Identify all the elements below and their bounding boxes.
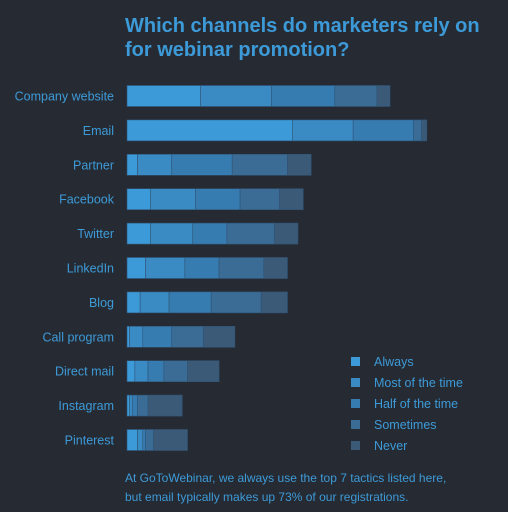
category-label: Twitter: [77, 227, 114, 241]
bar-segment: [126, 188, 151, 210]
bar-segment: [126, 360, 136, 383]
legend-item: Always: [351, 351, 463, 372]
footer-line-1: At GoToWebinar, we always use the top 7 …: [125, 471, 447, 485]
bar-segment: [271, 85, 336, 107]
bar-segment: [171, 154, 233, 176]
bar-segment: [210, 291, 262, 314]
category-label: Company website: [15, 90, 114, 104]
legend: Always Most of the time Half of the time So…: [351, 351, 463, 456]
bar-segment: [263, 257, 288, 279]
bar-segment: [142, 429, 146, 451]
bar-segment: [126, 257, 146, 279]
bar-segment: [126, 429, 138, 451]
bar-segment: [334, 85, 378, 107]
bar-segment: [126, 154, 138, 176]
bar-segment: [192, 222, 228, 245]
chart-title-line-1: Which channels do marketers rely on: [125, 15, 480, 37]
legend-item: Never: [351, 435, 463, 456]
bar-segment: [147, 360, 165, 383]
legend-swatch: [351, 399, 360, 408]
category-label: Facebook: [59, 193, 115, 207]
bar-segment: [150, 188, 196, 210]
bar-segment: [129, 325, 144, 348]
chart-title: Which channels do marketers rely on for …: [125, 14, 495, 62]
legend-label: Always: [374, 354, 414, 369]
category-label: Blog: [89, 296, 114, 310]
category-label: Pinterest: [65, 434, 115, 448]
bar-segment: [145, 257, 186, 279]
legend-item: Sometimes: [351, 414, 463, 435]
bar-segment: [273, 222, 299, 245]
footer-line-2: but email typically makes up 73% of our …: [125, 490, 409, 504]
legend-item: Half of the time: [351, 393, 463, 414]
bar-segment: [126, 119, 293, 142]
bar-segment: [142, 325, 173, 348]
bar-segment: [126, 291, 141, 314]
chart-title-line-2: for webinar promotion?: [125, 39, 350, 61]
legend-label: Half of the time: [374, 396, 459, 411]
legend-swatch: [351, 357, 360, 366]
bar-segment: [126, 394, 130, 417]
category-label: Email: [83, 124, 114, 138]
bar-segment: [129, 394, 133, 417]
bar-segment: [292, 119, 354, 142]
bar-segment: [126, 85, 201, 107]
bar-segment: [131, 394, 138, 417]
bar-segment: [184, 257, 220, 279]
category-label: LinkedIn: [67, 262, 114, 276]
bar-segment: [231, 154, 288, 176]
bar-segment: [218, 257, 265, 279]
stacked-bar-chart: Company website Email Partner Facebook Twitt…: [15, 85, 428, 451]
bar-segment: [187, 360, 220, 383]
bar-segment: [287, 154, 312, 176]
bar-segment: [147, 394, 183, 417]
bar-segment: [352, 119, 414, 142]
bar-segment: [139, 291, 170, 314]
bar-segment: [153, 429, 188, 451]
category-label: Instagram: [58, 399, 114, 413]
category-labels: Company website Email Partner Facebook Twitt…: [15, 90, 115, 448]
legend-swatch: [351, 378, 360, 387]
bar-segment: [239, 188, 280, 210]
bar-segment: [413, 119, 422, 142]
bar-segment: [168, 291, 212, 314]
bar-segment: [145, 429, 154, 451]
legend-swatch: [351, 420, 360, 429]
category-label: Direct mail: [55, 365, 114, 379]
bar-segment: [126, 222, 151, 245]
bar-segment: [376, 85, 391, 107]
legend-label: Most of the time: [374, 375, 463, 390]
bar-segment: [150, 222, 194, 245]
bar-segment: [171, 325, 204, 348]
category-label: Call program: [42, 330, 114, 344]
bar-segment: [202, 325, 236, 348]
bar-segment: [421, 119, 428, 142]
bar-segment: [163, 360, 188, 383]
legend-swatch: [351, 441, 360, 450]
legend-label: Never: [374, 438, 408, 453]
bar-segment: [200, 85, 272, 107]
bar-segment: [226, 222, 275, 245]
bar-segment: [195, 188, 241, 210]
category-label: Partner: [73, 158, 114, 172]
bar-segment: [137, 154, 173, 176]
bar-segment: [134, 360, 149, 383]
footer-note: At GoToWebinar, we always use the top 7 …: [125, 469, 505, 507]
legend-label: Sometimes: [374, 417, 437, 432]
bar-segments: [126, 85, 428, 451]
bar-segment: [279, 188, 304, 210]
bar-segment: [137, 429, 144, 451]
legend-item: Most of the time: [351, 372, 463, 393]
bar-segment: [126, 325, 130, 348]
bar-segment: [137, 394, 149, 417]
bar-segment: [260, 291, 288, 314]
